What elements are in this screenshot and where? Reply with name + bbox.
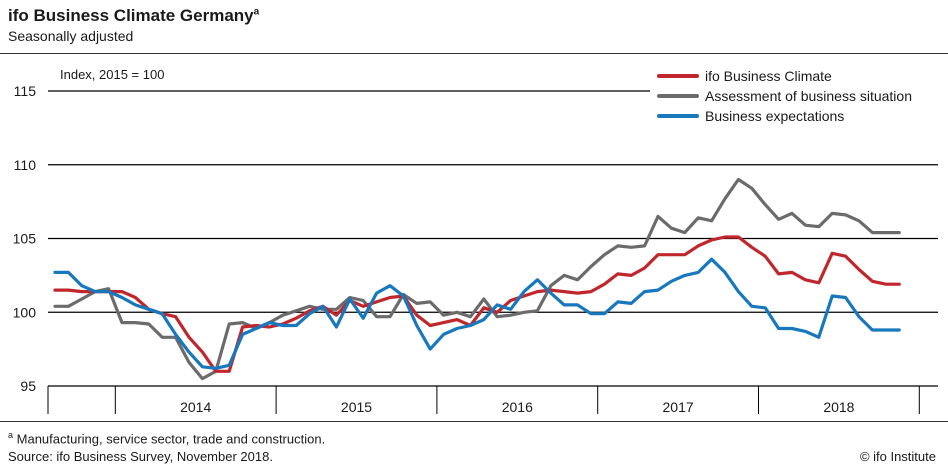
legend-label-assessment-of-business-situation: Assessment of business situation: [705, 88, 912, 104]
x-tick-label-2014: 2014: [180, 399, 211, 415]
y-tick-label-105: 105: [13, 231, 37, 247]
footnote: a Manufacturing, service sector, trade a…: [8, 430, 326, 447]
y-tick-label-110: 110: [14, 157, 37, 173]
series-line-ifo-business-climate: [53, 235, 901, 373]
x-tick-label-2017: 2017: [663, 399, 694, 415]
series-line-business-expectations: [53, 257, 901, 370]
chart-subtitle: Seasonally adjusted: [8, 28, 134, 44]
series-group: [53, 177, 901, 381]
title-footnote-marker: a: [253, 6, 260, 18]
x-tick-label-2016: 2016: [502, 399, 533, 415]
y-tick-label-115: 115: [14, 83, 37, 99]
series-line-assessment-of-business-situation: [53, 177, 901, 381]
x-axis: 2014 2015 2016 2017 2018: [47, 385, 938, 415]
legend: ifo Business Climate Assessment of busine…: [650, 62, 940, 128]
legend-label-business-expectations: Business expectations: [705, 108, 844, 124]
footnote-marker: a: [8, 430, 14, 440]
x-tick-label-2018: 2018: [823, 399, 854, 415]
x-tick-label-2015: 2015: [341, 399, 372, 415]
source-note: Source: ifo Business Survey, November 20…: [8, 449, 273, 464]
y-axis: 95 100 105 110 115: [13, 83, 37, 394]
chart-title: ifo Business Climate Germanya: [8, 6, 260, 25]
legend-label-ifo-business-climate: ifo Business Climate: [705, 68, 832, 84]
unit-label: Index, 2015 = 100: [60, 67, 164, 82]
y-tick-label-95: 95: [20, 378, 36, 394]
header-divider: [0, 53, 948, 54]
copyright: © ifo Institute: [859, 449, 936, 464]
y-tick-label-100: 100: [13, 304, 37, 320]
footer-divider: [0, 421, 948, 422]
